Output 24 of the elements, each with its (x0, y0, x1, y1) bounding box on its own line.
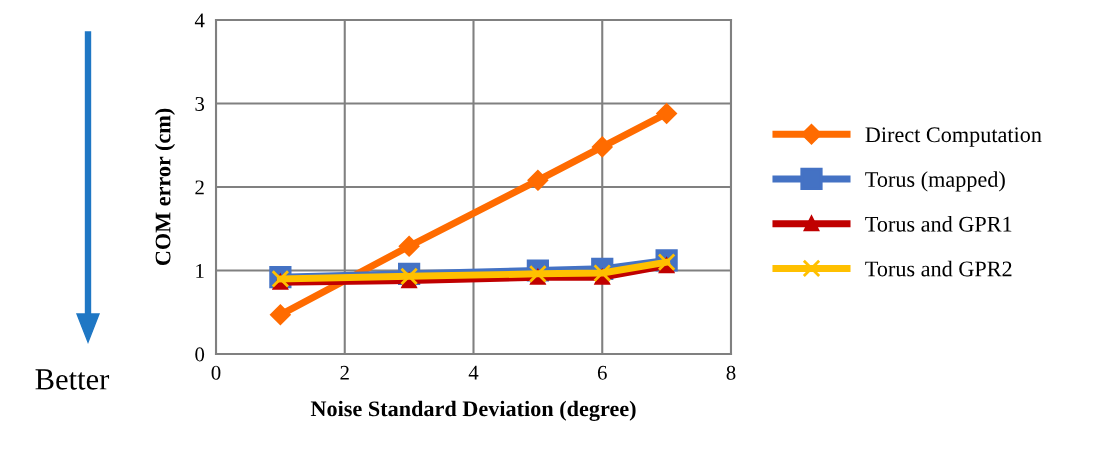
y-tick-label: 3 (195, 96, 205, 111)
point (270, 304, 291, 325)
point (398, 236, 420, 257)
legend-label: Torus and GPR1 (865, 216, 1012, 232)
x-tick-label: 6 (597, 365, 607, 380)
legend-label: Direct Computation (865, 127, 1042, 147)
y-tick-label: 0 (195, 347, 205, 362)
point (656, 103, 677, 124)
point (593, 263, 612, 283)
y-tick-label: 4 (194, 13, 205, 28)
legend-label: Torus and GPR2 (865, 260, 1012, 277)
y-tick-label: 2 (195, 180, 204, 195)
y-axis-title: COM error (cm) (154, 108, 176, 266)
legend-label: Torus (mapped) (865, 171, 1005, 192)
x-tick-label: 8 (726, 365, 736, 380)
point (527, 170, 549, 191)
y-tick-label: 1 (196, 263, 204, 278)
text: Better (35, 369, 110, 390)
point (400, 267, 419, 286)
x-tick-label: 2 (340, 365, 349, 380)
x-axis-title: Noise Standard Deviation (degree) (310, 400, 636, 421)
x-tick-label: 0 (211, 365, 221, 380)
x-tick-label: 4 (468, 365, 479, 380)
point (592, 136, 613, 158)
